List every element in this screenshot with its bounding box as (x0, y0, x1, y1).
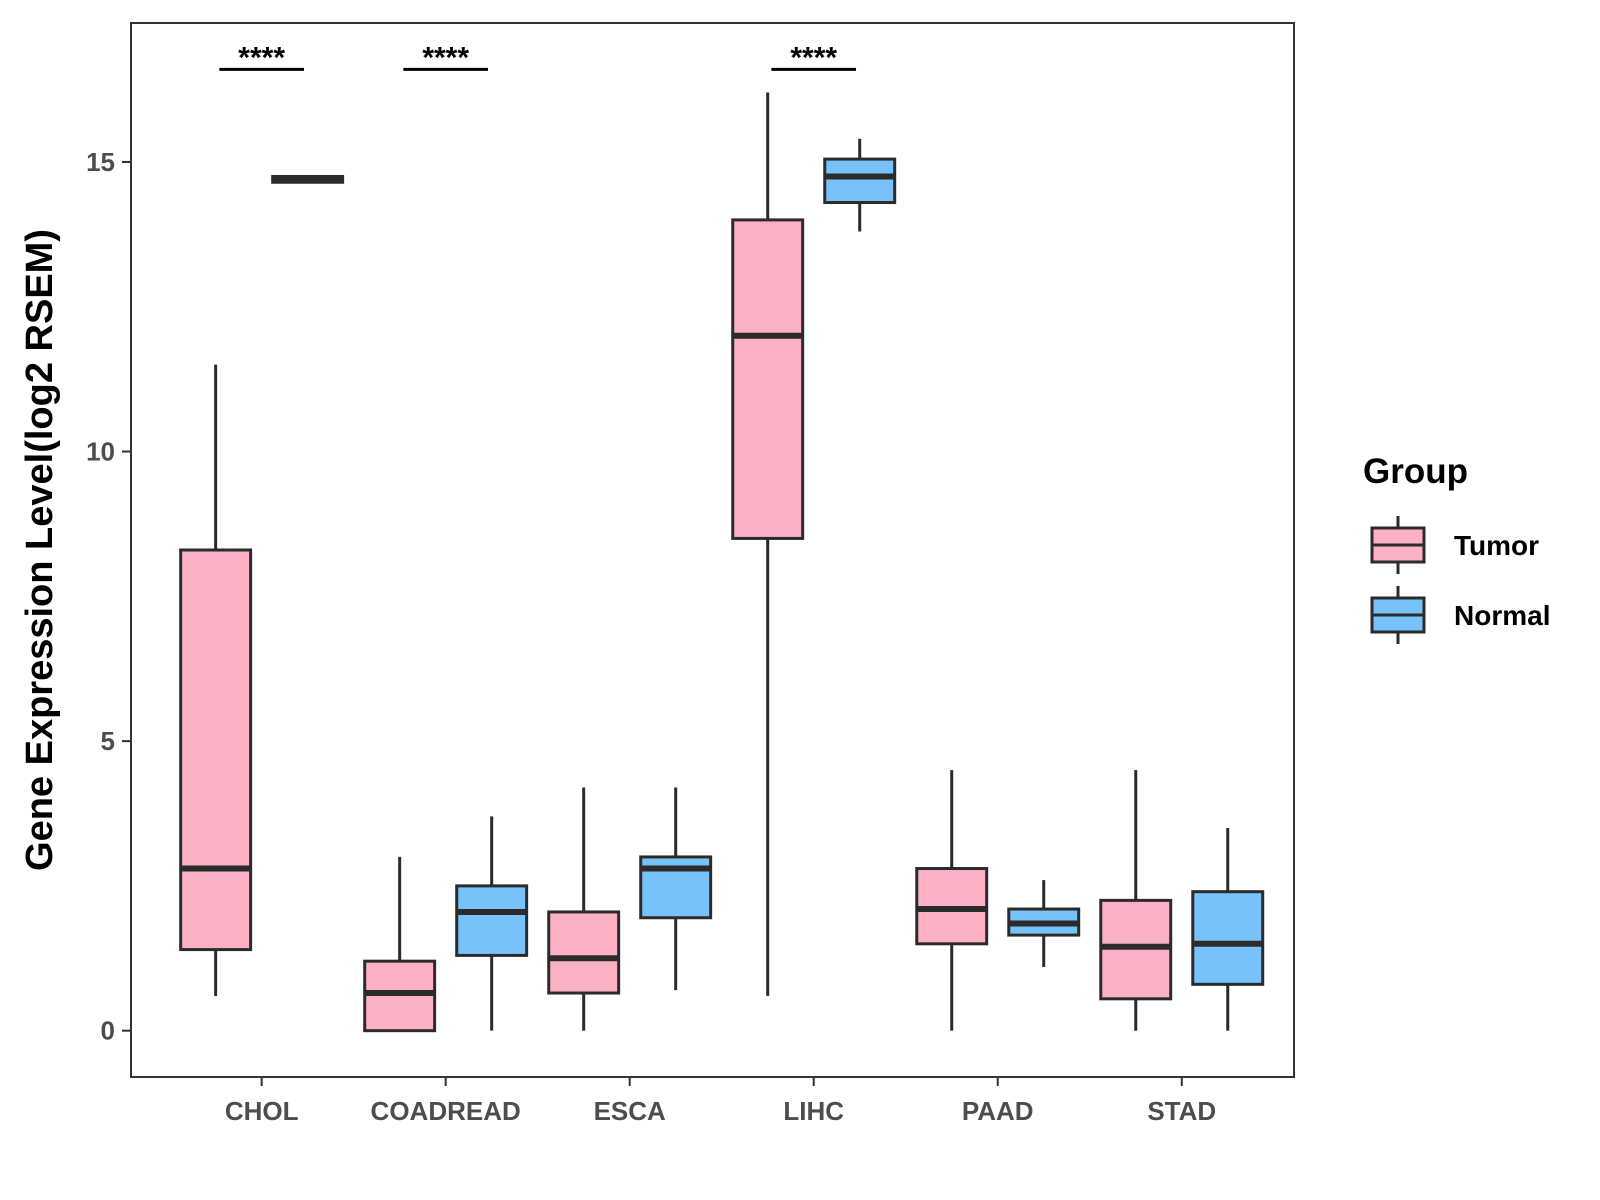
legend: Group Tumor Normal (1363, 452, 1550, 644)
box-body (455, 884, 529, 957)
y-tick-label: 0 (101, 1016, 115, 1046)
box-body (1191, 890, 1265, 986)
legend-label: Tumor (1454, 530, 1539, 561)
box-normal-paad (1007, 880, 1081, 967)
x-tick-label: PAAD (962, 1096, 1034, 1126)
legend-title: Group (1363, 452, 1468, 491)
box-normal-coadread (455, 816, 529, 1031)
legend-entry-tumor: Tumor (1370, 516, 1539, 574)
legend-label: Normal (1454, 600, 1550, 631)
significance-label: **** (422, 41, 469, 74)
y-tick-label: 15 (86, 147, 115, 177)
box-normal-stad (1191, 827, 1265, 1031)
x-tick-label: ESCA (594, 1096, 666, 1126)
y-axis-label: Gene Expression Level(log2 RSEM) (19, 229, 61, 871)
box-tumor-lihc (731, 92, 805, 996)
y-axis: 0 5 10 15 (86, 147, 131, 1046)
box-body (547, 910, 621, 995)
significance-annotations: **** **** **** (219, 41, 857, 74)
box-body (731, 218, 805, 540)
box-tumor-esca (547, 787, 621, 1031)
box-tumor-paad (915, 770, 989, 1031)
y-tick-label: 10 (86, 437, 115, 467)
box-body (823, 157, 897, 205)
x-tick-label: STAD (1147, 1096, 1216, 1126)
box-tumor-stad (1099, 770, 1173, 1031)
box-body (179, 548, 253, 952)
box-tumor-chol (179, 364, 253, 996)
box-normal-esca (639, 787, 713, 991)
x-axis: CHOL COADREAD ESCA LIHC PAAD STAD (225, 1077, 1216, 1126)
legend-entry-normal: Normal (1370, 586, 1550, 644)
x-tick-label: CHOL (225, 1096, 299, 1126)
box-tumor-coadread (363, 856, 437, 1033)
box-normal-lihc (823, 138, 897, 232)
significance-label: **** (238, 41, 285, 74)
boxes-layer (179, 92, 1265, 1033)
x-tick-label: COADREAD (371, 1096, 521, 1126)
y-tick-label: 5 (101, 726, 115, 756)
x-tick-label: LIHC (783, 1096, 844, 1126)
box-normal-chol (271, 174, 345, 184)
significance-label: **** (790, 41, 837, 74)
